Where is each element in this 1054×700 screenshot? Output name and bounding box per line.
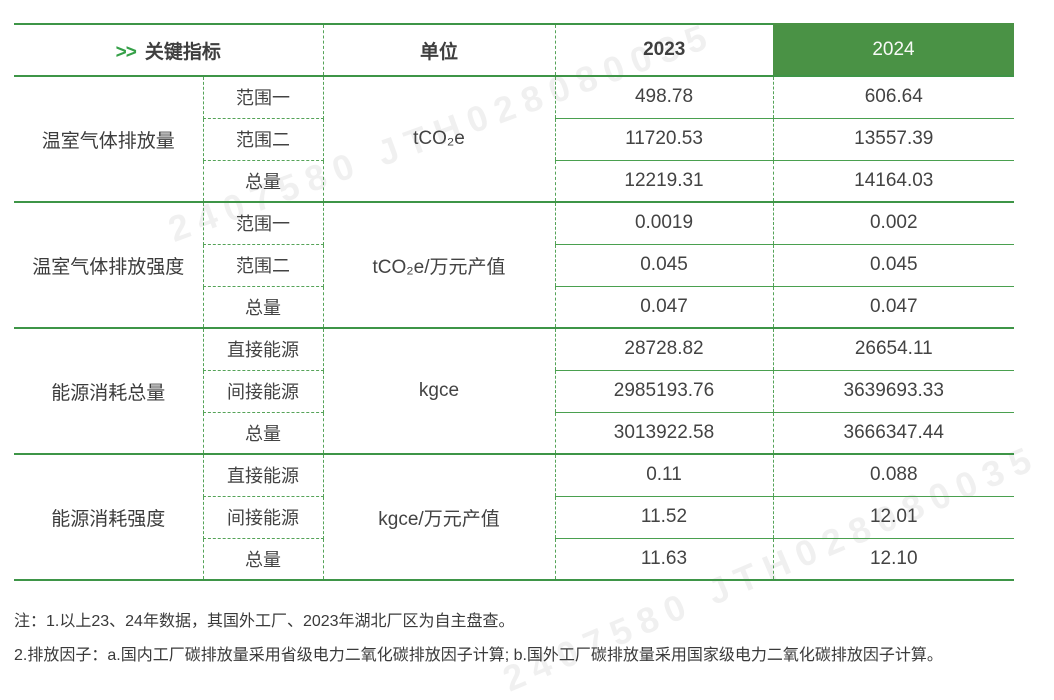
header-year-2024: 2024 (773, 23, 1014, 77)
sub-label-cell: 总量 (202, 160, 324, 203)
sub-label-cell: 直接能源 (202, 454, 324, 497)
value-2024-cell: 0.002 (772, 202, 1014, 245)
value-2024-cell: 3666347.44 (772, 412, 1014, 455)
value-2023-cell: 11.63 (555, 538, 773, 581)
group-label-energy-total: 能源消耗总量 (14, 328, 203, 455)
group-label-energy-intensity: 能源消耗强度 (14, 454, 203, 581)
table-row: 温室气体排放强度 范围一 tCO₂e/万元产值 0.0019 0.002 (14, 202, 1014, 329)
value-2023-cell: 11720.53 (555, 118, 773, 161)
sub-label-cell: 范围二 (202, 118, 324, 161)
value-2023-cell: 0.045 (555, 244, 773, 287)
value-2024-cell: 14164.03 (772, 160, 1014, 203)
value-2023-cell: 11.52 (555, 496, 773, 539)
table-row: 能源消耗强度 直接能源 kgce/万元产值 0.11 0.088 (14, 454, 1014, 581)
sub-label-cell: 总量 (202, 412, 324, 455)
table-row: 能源消耗总量 直接能源 kgce 28728.82 26654.11 (14, 328, 1014, 455)
value-2023-cell: 0.11 (555, 454, 773, 497)
footnote-1: 注：1.以上23、24年数据，其国外工厂、2023年湖北厂区为自主盘查。 (14, 613, 515, 630)
sub-label-cell: 范围二 (202, 244, 324, 287)
table-row: 总量 0.047 0.047 (14, 286, 1014, 329)
value-2024-cell: 3639693.33 (772, 370, 1014, 413)
header-key-indicator-label: 关键指标 (144, 41, 221, 63)
double-chevron-icon: >> (115, 41, 137, 63)
sub-label-cell: 范围一 (202, 76, 324, 119)
value-2024-cell: 0.045 (772, 244, 1014, 287)
group-label-ghg-intensity: 温室气体排放强度 (14, 202, 203, 329)
table-row: 间接能源 2985193.76 3639693.33 (14, 370, 1014, 413)
value-2024-cell: 12.01 (772, 496, 1014, 539)
sub-label-cell: 总量 (202, 286, 324, 329)
group-label-ghg-emissions: 温室气体排放量 (14, 76, 203, 203)
value-2023-cell: 12219.31 (555, 160, 773, 203)
table-row: 温室气体排放量 范围一 tCO₂e 498.78 606.64 (14, 76, 1014, 203)
unit-cell: tCO₂e (323, 76, 556, 203)
sub-label-cell: 间接能源 (202, 370, 324, 413)
value-2024-cell: 26654.11 (772, 328, 1014, 371)
header-row: >> 关键指标 单位 2023 2024 (14, 23, 1014, 77)
value-2024-cell: 12.10 (772, 538, 1014, 581)
value-2023-cell: 498.78 (555, 76, 773, 119)
sub-label-cell: 间接能源 (202, 496, 324, 539)
sub-label-cell: 直接能源 (202, 328, 324, 371)
value-2024-cell: 0.047 (772, 286, 1014, 329)
sub-label-cell: 范围一 (202, 202, 324, 245)
value-2023-cell: 28728.82 (555, 328, 773, 371)
value-2023-cell: 2985193.76 (555, 370, 773, 413)
header-key-indicator: >> 关键指标 (14, 23, 323, 77)
table-row: 总量 11.63 12.10 (14, 538, 1014, 581)
header-year-2023: 2023 (554, 23, 773, 77)
footnote-2: 2.排放因子：a.国内工厂碳排放量采用省级电力二氧化碳排放因子计算; b.国外工… (14, 647, 943, 664)
table-row: 间接能源 11.52 12.01 (14, 496, 1014, 539)
value-2024-cell: 0.088 (772, 454, 1014, 497)
table-row: 范围二 11720.53 13557.39 (14, 118, 1014, 161)
table-row: 总量 3013922.58 3666347.44 (14, 412, 1014, 455)
table-row: 总量 12219.31 14164.03 (14, 160, 1014, 203)
unit-cell: tCO₂e/万元产值 (323, 202, 556, 329)
key-indicators-table: >> 关键指标 单位 2023 2024 温室气体排放量 范围一 tCO₂e 49… (14, 23, 1014, 581)
value-2024-cell: 13557.39 (772, 118, 1014, 161)
unit-cell: kgce/万元产值 (323, 454, 556, 581)
value-2023-cell: 3013922.58 (555, 412, 773, 455)
header-unit: 单位 (322, 23, 555, 77)
value-2023-cell: 0.047 (555, 286, 773, 329)
table-row: 范围二 0.045 0.045 (14, 244, 1014, 287)
unit-cell: kgce (323, 328, 556, 455)
sub-label-cell: 总量 (202, 538, 324, 581)
value-2024-cell: 606.64 (772, 76, 1014, 119)
value-2023-cell: 0.0019 (555, 202, 773, 245)
